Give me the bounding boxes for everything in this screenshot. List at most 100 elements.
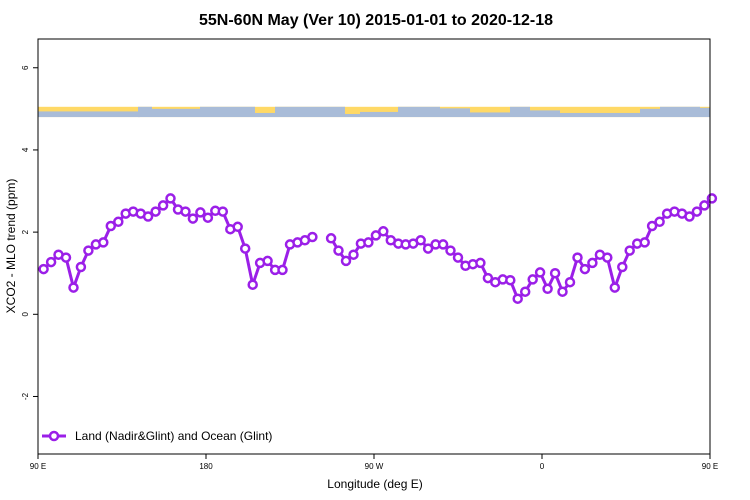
strip-ocean-region [398,106,440,118]
strip-ocean-region [360,111,398,118]
data-point [262,255,273,267]
strip-ocean-region [255,112,275,118]
legend: Land (Nadir&Glint) and Ocean (Glint) [42,429,272,443]
y-axis: -2 0 2 4 6 [21,65,38,400]
data-point [165,193,176,204]
data-point [534,267,546,278]
data-point [422,243,434,254]
data-point [60,252,72,263]
data-point [564,276,576,288]
strip-ocean-region [560,112,640,118]
data-point [75,261,87,273]
x-axis: 90 E 180 90 W 0 90 E [30,454,718,471]
data-point [113,216,124,228]
strip-ocean-region [200,106,255,118]
data-point [307,231,318,243]
data-point [202,212,214,223]
data-point [239,243,251,254]
data-point [142,211,154,222]
data-point [232,221,243,233]
data-point [217,206,229,217]
legend-label: Land (Nadir&Glint) and Ocean (Glint) [75,429,272,443]
data-point [639,237,650,248]
chart-title: 55N-60N May (Ver 10) 2015-01-01 to 2020-… [199,12,553,29]
data-point [475,257,486,269]
data-point [333,245,344,256]
data-point [247,279,258,290]
data-point [348,249,359,260]
data-point [699,200,710,211]
data-point [691,206,703,217]
y-tick-label: 0 [21,312,30,317]
series-line-segment [329,197,713,301]
strip-ocean-region [138,106,152,118]
y-tick-label: 2 [21,229,30,234]
data-point [83,245,94,256]
data-point [378,226,389,237]
x-tick-label: 90 W [365,462,384,471]
data-point [45,256,57,268]
data-point [549,267,561,279]
strip-mask [0,105,38,119]
data-point [150,206,161,217]
x-axis-label: Longitude (deg E) [327,477,422,491]
data-point [105,220,117,232]
strip-ocean-region [440,108,470,118]
data-point [277,264,288,276]
strip-ocean-region [530,110,560,118]
data-point [587,257,598,269]
data-point [482,272,494,284]
strip-ocean-region [640,108,660,118]
data-point [684,211,695,222]
strip-ocean-region [345,113,360,118]
data-point [325,233,337,244]
data-point [542,283,553,295]
data-point [579,263,591,275]
data-point [370,230,382,241]
strip-ocean-region [660,106,700,118]
data-point [415,235,426,246]
strip-ocean-region [700,107,710,118]
data-point [445,245,456,256]
series-layer [38,193,718,304]
strip-ocean-region [30,111,140,118]
data-point [98,237,109,248]
strip-ocean-region [275,106,345,118]
y-tick-label: 4 [21,147,30,152]
y-axis-label: XCO2 - MLO trend (ppm) [4,179,18,314]
data-point [706,193,718,204]
land-ocean-strip [0,105,710,119]
data-point [557,286,568,297]
data-point [602,252,613,263]
data-point [519,286,531,297]
data-point [180,206,191,217]
data-point [572,252,583,263]
x-tick-label: 90 E [30,462,46,471]
data-point [654,216,665,228]
data-point [527,274,538,285]
data-point [195,207,206,218]
data-point [68,282,79,293]
data-point [363,237,374,248]
data-point [617,261,628,273]
data-point [646,220,658,232]
strip-ocean-region [470,112,510,118]
x-tick-label: 180 [199,462,213,471]
x-tick-label: 0 [540,462,545,471]
data-point [512,293,523,304]
data-point [340,255,352,267]
data-point [38,263,49,275]
legend-marker-swatch [48,430,60,442]
data-point [157,200,169,211]
y-tick-label: -2 [21,392,30,400]
plot-frame [37,38,711,455]
y-tick-label: 6 [21,65,30,70]
strip-ocean-region [152,108,200,118]
data-point [437,239,449,250]
data-point [505,274,516,286]
strip-ocean-region [510,106,530,118]
data-point [609,282,621,293]
data-point [187,213,199,224]
data-point [452,252,464,263]
